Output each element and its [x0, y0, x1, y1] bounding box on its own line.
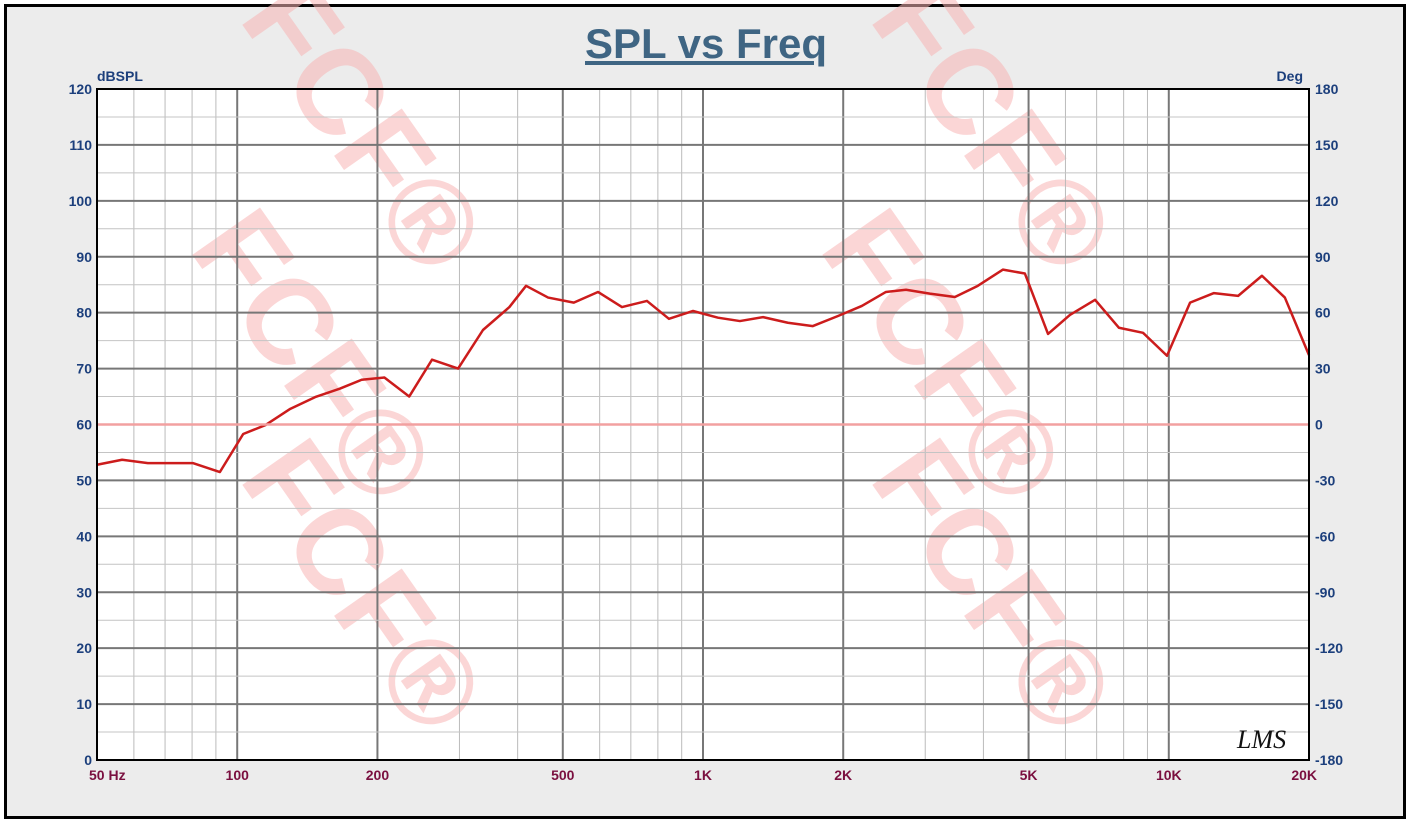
y-tick-label: 20	[76, 640, 92, 656]
y-tick-label: 90	[76, 249, 92, 265]
y2-tick-label: -60	[1315, 528, 1335, 544]
x-tick-label: 1K	[694, 767, 712, 783]
y2-tick-label: 90	[1315, 249, 1331, 265]
x-tick-label: 5K	[1020, 767, 1038, 783]
x-tick-label: 100	[226, 767, 250, 783]
y-tick-label: 40	[76, 528, 92, 544]
y-tick-label: 100	[69, 193, 93, 209]
y2-tick-label: -180	[1315, 752, 1343, 768]
plot-border	[96, 88, 1310, 761]
chart-title: SPL vs Freq	[585, 20, 827, 67]
y2-tick-label: 120	[1315, 193, 1339, 209]
y2-axis-label: Deg	[1277, 68, 1303, 84]
x-tick-label: 20K	[1291, 767, 1317, 783]
y-tick-label: 80	[76, 305, 92, 321]
y-tick-label: 10	[76, 696, 92, 712]
y2-tick-label: -150	[1315, 696, 1343, 712]
y2-tick-label: 180	[1315, 81, 1339, 97]
x-tick-label: 200	[366, 767, 390, 783]
spl-curve	[96, 268, 1311, 474]
y-tick-label: 120	[69, 81, 93, 97]
y2-tick-label: -90	[1315, 584, 1335, 600]
y2-tick-label: -30	[1315, 472, 1335, 488]
x-tick-label: 500	[551, 767, 575, 783]
x-tick-label: 50 Hz	[89, 767, 126, 783]
y-tick-label: 30	[76, 584, 92, 600]
y-tick-label: 50	[76, 472, 92, 488]
y-tick-label: 70	[76, 361, 92, 377]
y-tick-label: 0	[84, 752, 92, 768]
y2-tick-label: -120	[1315, 640, 1343, 656]
y2-tick-label: 0	[1315, 417, 1323, 433]
lms-signature: LMS	[1236, 725, 1286, 754]
x-tick-label: 10K	[1156, 767, 1182, 783]
y-tick-label: 60	[76, 417, 92, 433]
y2-tick-label: 150	[1315, 137, 1339, 153]
x-tick-label: 2K	[834, 767, 852, 783]
y-tick-label: 110	[69, 137, 92, 153]
y2-tick-label: 30	[1315, 361, 1331, 377]
y-axis-label: dBSPL	[97, 68, 143, 84]
y2-tick-label: 60	[1315, 305, 1331, 321]
